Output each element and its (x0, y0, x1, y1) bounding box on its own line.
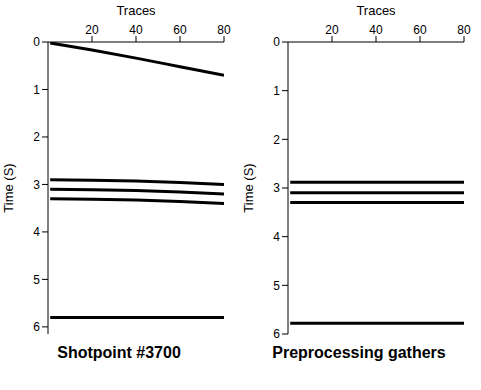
svg-text:20: 20 (85, 23, 99, 37)
svg-text:40: 40 (129, 23, 143, 37)
svg-text:Time (S): Time (S) (1, 163, 16, 212)
svg-text:Traces: Traces (116, 3, 156, 18)
svg-text:5: 5 (33, 273, 40, 287)
html-text:Preprocessing gathers: Preprocessing gathers (272, 344, 446, 361)
svg-text:1: 1 (33, 83, 40, 97)
svg-text:5: 5 (273, 279, 280, 293)
svg-text:0: 0 (33, 35, 40, 49)
svg-text:20: 20 (325, 23, 339, 37)
svg-text:Traces: Traces (356, 3, 396, 18)
svg-text:1: 1 (273, 84, 280, 98)
svg-text:3: 3 (273, 181, 280, 195)
svg-text:4: 4 (273, 230, 280, 244)
svg-text:6: 6 (33, 320, 40, 334)
svg-text:2: 2 (273, 133, 280, 147)
svg-text:80: 80 (457, 23, 471, 37)
svg-text:0: 0 (273, 35, 280, 49)
svg-text:Time (S): Time (S) (241, 163, 256, 212)
svg-text:40: 40 (369, 23, 383, 37)
svg-text:80: 80 (217, 23, 231, 37)
html-text:Shotpoint #3700: Shotpoint #3700 (57, 344, 181, 361)
svg-text:60: 60 (173, 23, 187, 37)
svg-text:4: 4 (33, 225, 40, 239)
svg-text:60: 60 (413, 23, 427, 37)
svg-text:2: 2 (33, 130, 40, 144)
svg-text:6: 6 (273, 327, 280, 340)
svg-text:3: 3 (33, 178, 40, 192)
